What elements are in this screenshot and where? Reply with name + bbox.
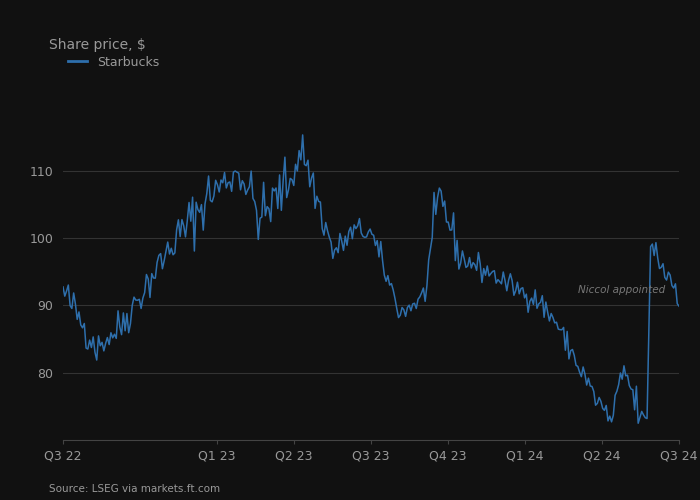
Text: Source: LSEG via markets.ft.com: Source: LSEG via markets.ft.com — [49, 484, 220, 494]
Legend: Starbucks: Starbucks — [63, 51, 164, 74]
Text: Niccol appointed: Niccol appointed — [578, 286, 665, 296]
Text: Share price, $: Share price, $ — [49, 38, 146, 52]
